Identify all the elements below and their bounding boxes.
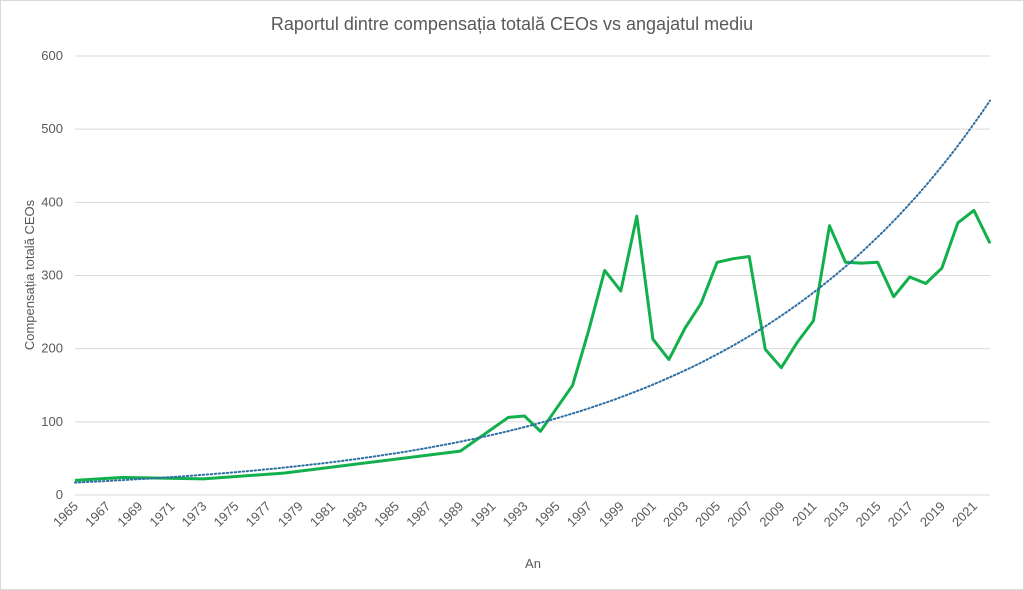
x-tick-label: 2015 — [853, 499, 884, 530]
x-tick-label: 1993 — [500, 499, 531, 530]
y-tick-label: 200 — [41, 341, 63, 356]
y-axis-label: Compensația totală CEOs — [22, 199, 37, 350]
y-tick-label: 600 — [41, 48, 63, 63]
x-tick-label: 1965 — [50, 499, 81, 530]
x-tick-label: 1987 — [403, 499, 434, 530]
x-tick-label: 1975 — [211, 499, 242, 530]
x-tick-label: 2019 — [917, 499, 948, 530]
y-tick-label: 100 — [41, 414, 63, 429]
x-tick-label: 1967 — [82, 499, 113, 530]
chart-title: Raportul dintre compensația totală CEOs … — [270, 14, 754, 34]
x-tick-label: 2007 — [724, 499, 755, 530]
x-tick-label: 1995 — [532, 499, 563, 530]
x-tick-label: 1989 — [435, 499, 466, 530]
x-tick-label: 1981 — [307, 499, 338, 530]
x-tick-label: 2017 — [885, 499, 916, 530]
x-axis-label: An — [525, 556, 541, 571]
x-tick-label: 1977 — [243, 499, 274, 530]
y-tick-label: 0 — [56, 487, 63, 502]
x-tick-label: 2009 — [756, 499, 787, 530]
ceo-compensation-series — [74, 208, 992, 482]
x-tick-label: 1999 — [596, 499, 627, 530]
x-tick-label: 2021 — [949, 499, 980, 530]
x-tick-label: 1973 — [178, 499, 209, 530]
y-tick-label: 400 — [41, 194, 63, 209]
trendline-series — [74, 99, 991, 484]
x-tick-label: 1983 — [339, 499, 370, 530]
x-tick-label: 2005 — [692, 499, 723, 530]
x-tick-label: 2001 — [628, 499, 659, 530]
x-tick-label: 1979 — [275, 499, 306, 530]
x-tick-label: 2003 — [660, 499, 691, 530]
x-tick-label: 1991 — [467, 499, 498, 530]
x-tick-label: 1971 — [146, 499, 177, 530]
x-tick-label: 2013 — [821, 499, 852, 530]
x-tick-label: 2011 — [789, 499, 819, 529]
y-tick-label: 500 — [41, 121, 63, 136]
x-tick-label: 1969 — [114, 499, 145, 530]
y-tick-label: 300 — [41, 268, 63, 283]
x-tick-label: 1997 — [564, 499, 595, 530]
x-tick-label: 1985 — [371, 499, 402, 530]
